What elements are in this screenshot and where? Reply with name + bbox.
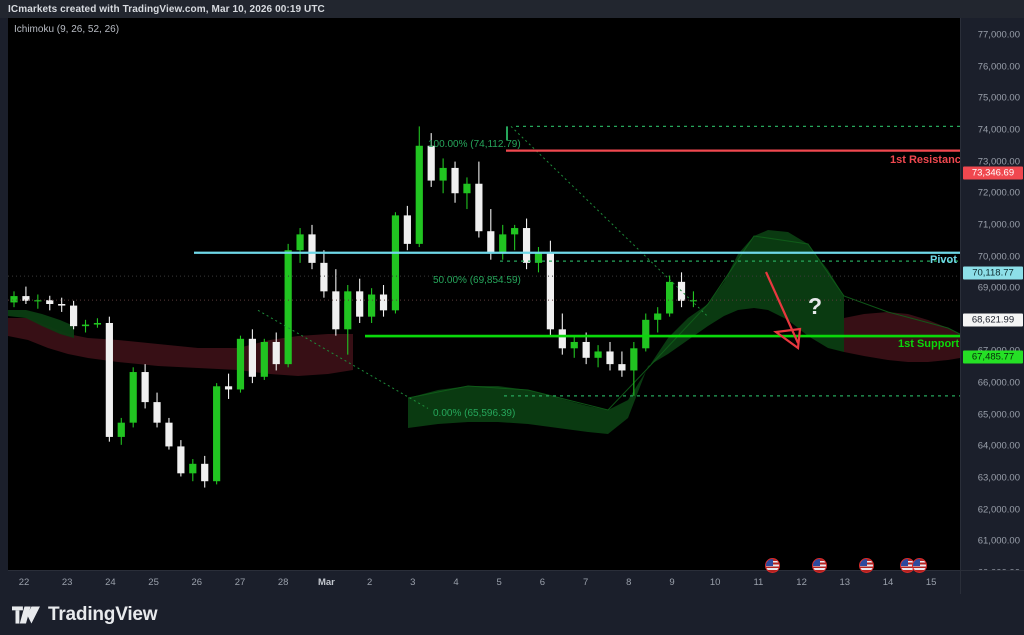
time-tick: 4 <box>453 577 459 588</box>
pivot-price-badge[interactable]: 70,118.77 <box>963 266 1023 280</box>
support-price-badge[interactable]: 67,485.77 <box>963 350 1023 364</box>
price-tick: 76,000.00 <box>977 61 1020 73</box>
indicator-legend[interactable]: Ichimoku (9, 26, 52, 26) <box>14 24 120 35</box>
time-tick: 12 <box>796 577 807 588</box>
time-tick: 26 <box>191 577 203 588</box>
price-scale[interactable]: 77,000.00 76,000.00 75,000.00 74,000.00 73,0… <box>960 18 1024 579</box>
candle-series <box>10 126 698 488</box>
price-tick: 77,000.00 <box>977 29 1020 41</box>
price-tick: 72,000.00 <box>977 187 1020 199</box>
time-tick: 9 <box>669 577 675 588</box>
price-tick: 74,000.00 <box>977 124 1020 136</box>
price-tick: 71,000.00 <box>977 219 1020 231</box>
price-tick: 64,000.00 <box>977 440 1020 452</box>
time-tick: 10 <box>709 577 721 588</box>
down-right-arrow-icon <box>764 271 800 344</box>
tradingview-brand-text: TradingView <box>48 603 158 625</box>
us-flag-event-icon[interactable] <box>812 558 827 573</box>
price-tick: 63,000.00 <box>977 472 1020 484</box>
price-tick: 69,000.00 <box>977 282 1020 294</box>
time-tick: 27 <box>234 577 246 588</box>
time-tick: 24 <box>105 577 116 588</box>
attribution-text: ICmarkets created with TradingView.com, … <box>8 3 325 15</box>
price-tick: 62,000.00 <box>977 504 1020 516</box>
us-flag-event-icon[interactable] <box>765 558 780 573</box>
us-flag-event-icon[interactable] <box>859 558 874 573</box>
resistance-price-badge[interactable]: 73,346.69 <box>963 166 1023 180</box>
chart-pane[interactable]: Ichimoku (9, 26, 52, 26) 100.00% (74,112… <box>8 18 960 570</box>
time-tick: 8 <box>626 577 632 588</box>
time-tick: 2 <box>366 577 373 588</box>
price-tick: 66,000.00 <box>977 377 1020 389</box>
time-tick: 23 <box>61 577 73 588</box>
tradingview-logo-icon <box>12 605 40 624</box>
time-tick: 6 <box>539 577 546 588</box>
time-tick: 25 <box>148 577 159 588</box>
attribution-bar: ICmarkets created with TradingView.com, … <box>0 0 1024 18</box>
time-tick: 5 <box>496 577 502 588</box>
footer-bar: TradingView <box>0 594 1024 635</box>
time-tick: 15 <box>925 577 937 588</box>
time-tick: 3 <box>410 577 416 588</box>
price-tick: 75,000.00 <box>977 92 1020 104</box>
time-tick: 7 <box>582 577 589 588</box>
time-tick: 22 <box>18 577 30 588</box>
price-tick: 61,000.00 <box>977 535 1020 547</box>
last-price-badge[interactable]: 68,621.99 <box>963 313 1023 327</box>
time-tick: 13 <box>839 577 851 588</box>
scale-corner <box>960 570 1024 594</box>
price-tick: 73,000.00 <box>977 156 1020 168</box>
price-tick: 65,000.00 <box>977 409 1020 421</box>
time-tick: 28 <box>277 577 289 588</box>
time-tick: 14 <box>882 577 894 588</box>
time-scale[interactable]: 22 23 24 25 26 27 28 Mar 2 3 4 5 6 7 8 9 10 11 12 13 14 15 <box>8 570 960 594</box>
price-plot[interactable] <box>8 18 960 570</box>
price-tick: 70,000.00 <box>977 251 1020 263</box>
us-flag-event-icon[interactable] <box>912 558 927 573</box>
time-tick: 11 <box>753 577 764 588</box>
economic-event-markers <box>8 558 960 574</box>
time-tick: Mar <box>317 577 335 588</box>
